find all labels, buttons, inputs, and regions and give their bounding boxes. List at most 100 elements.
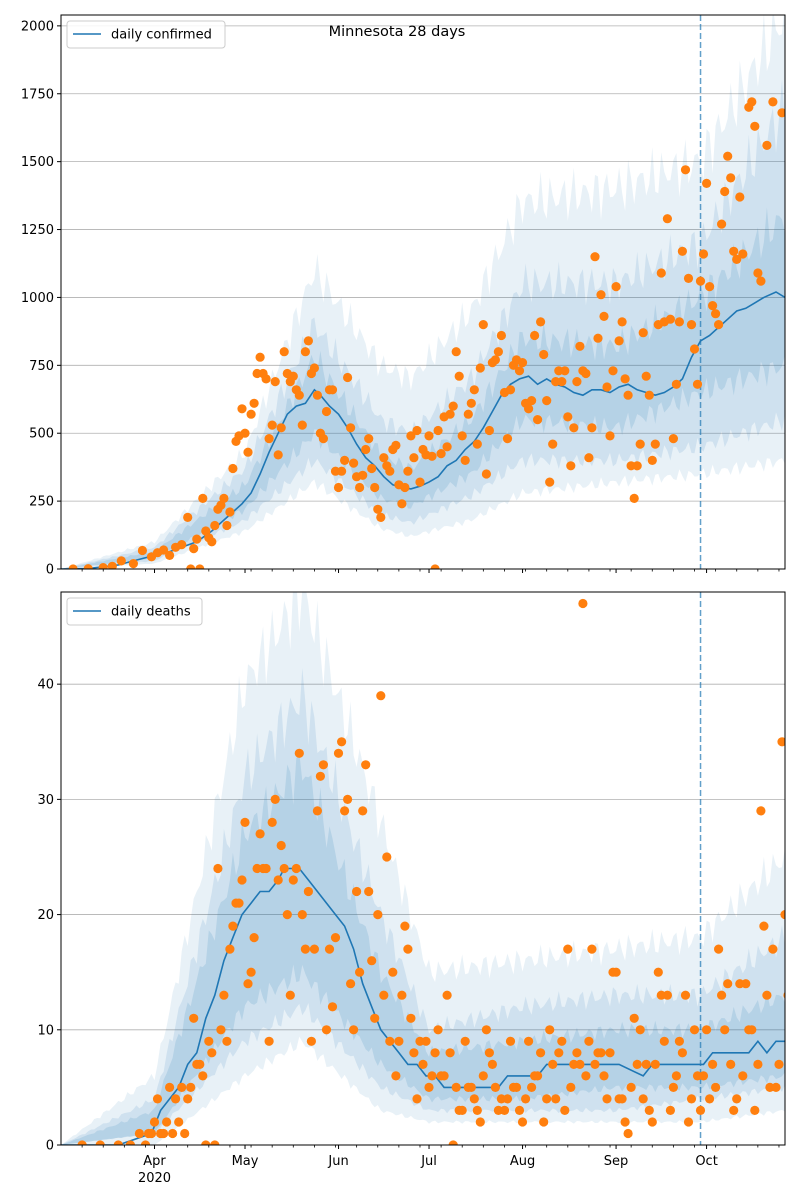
data-point xyxy=(346,979,356,989)
data-point xyxy=(505,385,516,395)
data-point xyxy=(436,449,446,459)
data-point xyxy=(68,564,78,569)
data-point xyxy=(711,1082,721,1092)
data-point xyxy=(370,482,380,493)
data-point xyxy=(267,817,277,828)
data-point xyxy=(237,875,247,885)
data-point xyxy=(533,1071,543,1081)
data-point xyxy=(720,186,730,197)
data-point xyxy=(478,320,488,330)
data-point xyxy=(563,944,573,954)
data-point xyxy=(647,455,657,465)
data-point xyxy=(496,330,506,341)
data-point xyxy=(602,382,612,392)
data-point xyxy=(581,368,591,379)
data-point xyxy=(632,461,642,471)
data-point xyxy=(638,1094,648,1104)
confirmed-legend: daily confirmed xyxy=(66,20,226,49)
deaths-uncertainty-bands xyxy=(61,592,785,1145)
trend-line xyxy=(61,867,785,1145)
data-point xyxy=(333,482,344,493)
data-point xyxy=(337,466,347,476)
data-point xyxy=(318,760,328,770)
data-point xyxy=(475,1117,485,1127)
data-point xyxy=(517,358,528,368)
data-point xyxy=(524,404,534,414)
data-point xyxy=(545,1025,555,1035)
data-point xyxy=(614,336,624,346)
data-point xyxy=(267,420,277,430)
confirmed-y-axis: 0 250 500 750 1000 1250 1500 1750 2000 xyxy=(21,19,61,578)
data-point xyxy=(668,434,679,444)
data-point xyxy=(379,990,389,1000)
x-tick-label: Jun xyxy=(327,1154,348,1169)
data-point xyxy=(355,482,365,493)
data-point xyxy=(285,990,295,1000)
data-point xyxy=(511,1082,522,1092)
data-point xyxy=(481,469,491,479)
data-point xyxy=(397,499,407,509)
confirmed-legend-label: daily confirmed xyxy=(111,28,212,43)
data-point xyxy=(695,276,706,286)
data-point xyxy=(95,1140,105,1145)
data-point xyxy=(735,192,745,202)
data-point xyxy=(300,347,310,357)
data-point xyxy=(671,1071,682,1081)
y-tick-label: 2000 xyxy=(21,19,54,34)
deaths-trend-line xyxy=(61,867,785,1145)
data-point xyxy=(370,1013,380,1023)
data-point xyxy=(330,933,341,943)
data-point xyxy=(379,453,389,463)
deaths-axes-frame xyxy=(60,591,786,1146)
data-point xyxy=(536,317,546,327)
data-point xyxy=(575,1059,585,1069)
y-tick-label: 20 xyxy=(37,908,54,923)
data-point xyxy=(279,347,289,357)
data-point xyxy=(689,344,700,354)
data-point xyxy=(677,246,688,256)
x-tick-label: Aug xyxy=(510,1154,535,1169)
data-point xyxy=(177,1082,187,1092)
data-point xyxy=(466,398,476,408)
data-point xyxy=(608,366,618,376)
data-point xyxy=(430,564,440,569)
data-point xyxy=(225,944,235,954)
data-point xyxy=(445,1048,455,1058)
x-tick-label: May xyxy=(232,1154,259,1169)
data-point xyxy=(517,1117,528,1127)
deaths-panel: 0 10 20 30 40 Apr 2020 May Jun Jul Aug Sep Oct dail… xyxy=(37,591,786,1186)
confirmed-panel: 0 250 500 750 1000 1250 1500 1750 2000 daily con… xyxy=(21,14,786,578)
data-point xyxy=(442,442,452,452)
data-point xyxy=(448,1140,458,1145)
data-point xyxy=(602,1094,612,1104)
data-point xyxy=(662,990,673,1000)
deaths-legend-label: daily deaths xyxy=(111,605,191,620)
data-point xyxy=(376,691,386,701)
data-point xyxy=(708,301,718,311)
y-tick-label: 500 xyxy=(29,427,54,442)
data-point xyxy=(686,320,697,330)
data-point xyxy=(128,559,138,569)
data-point xyxy=(243,979,253,989)
data-point xyxy=(324,944,335,954)
data-point xyxy=(264,1036,274,1046)
data-point xyxy=(391,1071,401,1081)
data-point xyxy=(530,330,540,341)
data-point xyxy=(723,151,733,161)
data-point xyxy=(677,1048,688,1058)
data-point xyxy=(83,564,93,569)
data-point xyxy=(493,347,503,357)
data-point xyxy=(382,852,392,862)
data-point xyxy=(484,1048,494,1058)
data-point xyxy=(261,863,271,874)
data-point xyxy=(352,886,362,897)
data-point xyxy=(189,544,199,554)
data-point xyxy=(137,545,147,556)
data-point xyxy=(771,1082,781,1092)
data-point xyxy=(177,540,187,550)
data-point xyxy=(692,379,703,389)
y-tick-label: 1250 xyxy=(21,223,54,238)
data-point xyxy=(611,967,621,977)
data-point xyxy=(590,1059,600,1069)
data-point xyxy=(587,423,597,433)
